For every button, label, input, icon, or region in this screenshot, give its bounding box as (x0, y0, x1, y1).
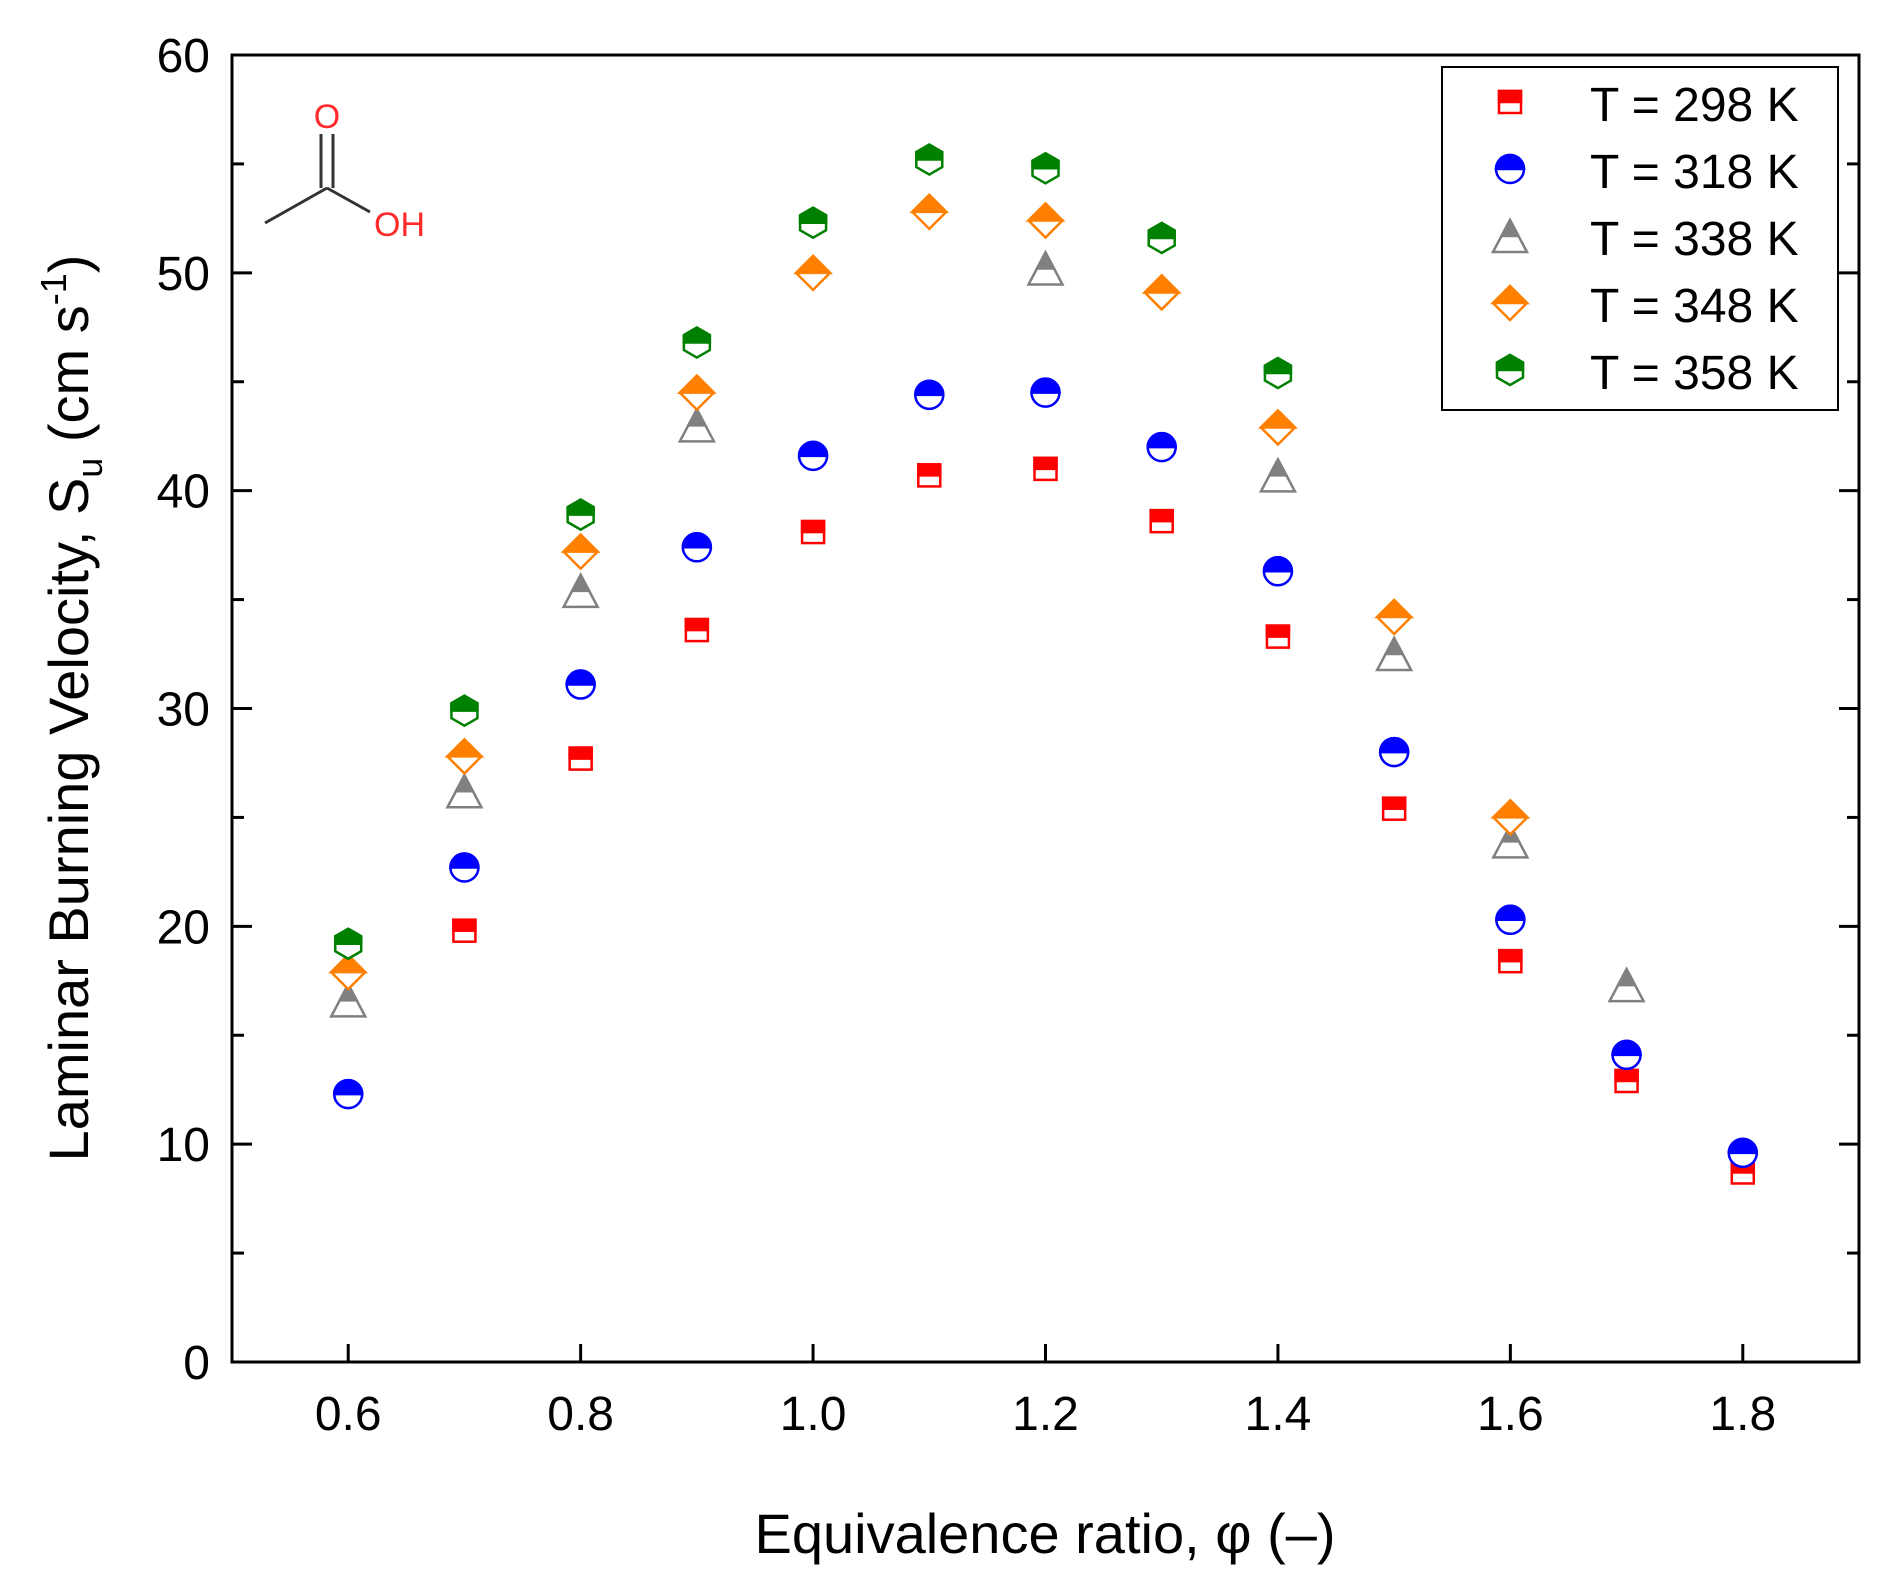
data-point (445, 772, 484, 809)
x-tick-label: 1.4 (1245, 1388, 1312, 1441)
atom-o-label: O (314, 98, 340, 136)
data-point (909, 193, 950, 231)
legend-label-358: T = 358 K (1590, 347, 1799, 400)
data-point (333, 927, 363, 961)
legend-marker (1489, 284, 1531, 322)
bond-ch3-c (264, 186, 328, 225)
data-point (1495, 904, 1526, 936)
series-348k (328, 193, 1531, 991)
x-tick-label: 1.0 (780, 1388, 847, 1441)
data-point (1033, 456, 1058, 482)
data-point (682, 326, 712, 359)
data-point (1257, 408, 1298, 447)
data-point (444, 737, 485, 776)
data-point (328, 953, 369, 991)
x-tick-label: 1.6 (1477, 1388, 1544, 1441)
x-tick-label: 0.8 (547, 1388, 614, 1441)
y-tick-label: 50 (157, 248, 210, 301)
y-tick-label: 0 (183, 1337, 210, 1390)
data-point (1149, 508, 1174, 534)
data-point (1607, 966, 1646, 1003)
y-tick-label: 40 (157, 466, 210, 519)
data-point (565, 669, 596, 700)
y-axis-title-main: Laminar Burning Velocity, S (37, 478, 100, 1162)
bond-c-oh (326, 186, 371, 214)
data-point (676, 373, 717, 412)
data-point (1263, 356, 1293, 390)
data-point (1146, 431, 1177, 463)
data-point (677, 406, 716, 443)
x-tick-label: 0.6 (315, 1388, 382, 1441)
data-point (1375, 635, 1414, 672)
data-point (1030, 377, 1061, 408)
y-tick-label: 20 (157, 901, 210, 954)
data-point (914, 379, 945, 411)
data-point (450, 694, 479, 728)
legend-marker (1494, 153, 1526, 185)
series-358k (333, 143, 1293, 961)
data-point (797, 440, 829, 472)
atom-oh-label: OH (374, 206, 425, 244)
y-axis-title: Laminar Burning Velocity, Su (cm s-1) (33, 255, 110, 1162)
data-point (915, 143, 944, 177)
data-points (328, 143, 1759, 1185)
y-axis-title-subscript: u (69, 458, 110, 478)
legend-label-318: T = 318 K (1590, 146, 1799, 199)
y-axis-title-unit-open: (cm s (37, 305, 100, 457)
data-point (332, 1078, 364, 1110)
data-point (1378, 736, 1410, 768)
data-point (1025, 201, 1066, 240)
data-point (449, 852, 480, 883)
data-point (1031, 151, 1060, 185)
data-point (1265, 624, 1291, 649)
x-tick-label: 1.8 (1709, 1388, 1776, 1441)
legend-label-348: T = 348 K (1590, 280, 1799, 333)
series-318k (332, 377, 1759, 1169)
data-point (1258, 456, 1298, 493)
y-tick-label: 30 (157, 684, 210, 737)
legend-marker (1490, 217, 1530, 254)
legend: T = 298 K T = 318 K T = 338 K T = 348 K … (1441, 66, 1839, 411)
data-point (1026, 249, 1065, 286)
data-point (560, 532, 601, 571)
data-point (561, 572, 600, 609)
y-axis-title-superscript: -1 (33, 273, 74, 305)
data-point (329, 981, 368, 1018)
data-point (798, 206, 828, 240)
y-tick-labels: 0 10 20 30 40 50 60 (157, 30, 210, 1390)
legend-marker (1495, 353, 1525, 387)
data-point (681, 532, 713, 563)
x-axis-title: Equivalence ratio, φ (–) (754, 1502, 1335, 1565)
legend-label-298: T = 298 K (1590, 79, 1799, 132)
data-point (1490, 798, 1531, 837)
data-point (452, 918, 477, 943)
data-point (1147, 221, 1176, 255)
data-point (917, 463, 942, 488)
y-tick-label: 60 (157, 30, 210, 83)
data-point (800, 519, 826, 545)
legend-markers (1489, 89, 1531, 387)
data-point (684, 617, 710, 643)
data-point (568, 746, 593, 771)
data-point (1727, 1137, 1759, 1169)
x-tick-label: 1.2 (1012, 1388, 1079, 1441)
data-point (793, 254, 834, 292)
data-point (1381, 796, 1407, 821)
data-point (1498, 948, 1523, 974)
legend-marker (1497, 89, 1523, 115)
data-point (1374, 598, 1415, 636)
molecule-inset: O OH (264, 98, 425, 244)
y-tick-label: 10 (157, 1119, 210, 1172)
data-point (1614, 1068, 1639, 1094)
legend-label-338: T = 338 K (1590, 213, 1799, 266)
data-point (1141, 273, 1182, 312)
plot-frame (230, 53, 1861, 1364)
data-point (1611, 1039, 1642, 1071)
data-point (566, 498, 595, 532)
y-axis-title-unit-close: ) (37, 255, 100, 274)
x-tick-labels: 0.6 0.8 1.0 1.2 1.4 1.6 1.8 (315, 1388, 1776, 1441)
data-point (1262, 556, 1294, 587)
